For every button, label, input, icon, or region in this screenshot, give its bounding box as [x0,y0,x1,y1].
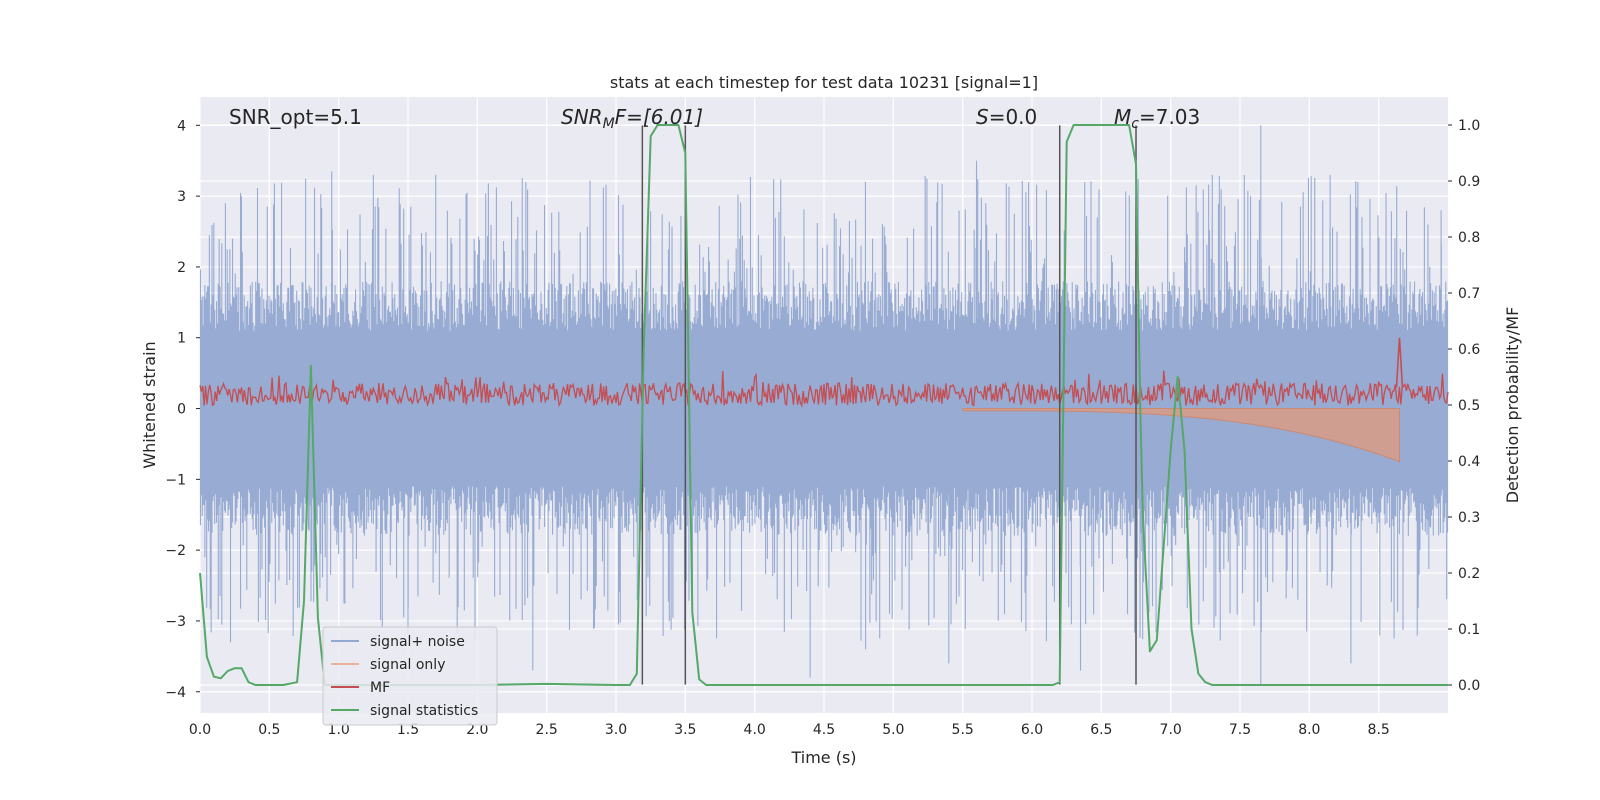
x-tick-label: 0.5 [258,722,280,738]
x-tick-label: 1.0 [328,722,350,738]
y-right-tick-label: 0.7 [1458,286,1480,302]
signal-statistics-series [199,124,1448,686]
signal-statistics-line [199,124,1448,686]
signal-only-chirp [962,408,1400,463]
legend: signal+ noise signal only MF signal stat… [322,626,498,726]
y-right-tick-label: 0.4 [1458,454,1480,470]
y-left-tick-label: −1 [165,472,186,488]
x-tick-label: 8.5 [1368,722,1390,738]
y-left-tick-label: 2 [177,260,186,276]
x-tick-label: 5.0 [882,722,904,738]
legend-label-signal-only: signal only [370,657,445,673]
y-right-tick-label: 0.2 [1458,566,1480,582]
annotation-s: S=0.0 [976,105,1037,129]
y-right-tick-label: 0.1 [1458,622,1480,638]
y-left-tick-label: −3 [165,614,186,630]
y-right-tick-label: 0.5 [1458,398,1480,414]
y-left-tick-labels: 4 3 2 1 0 −1 −2 −3 −4 [165,118,200,701]
legend-label-mf: MF [370,680,390,696]
x-tick-label: 4.0 [744,722,766,738]
x-axis-label: Time (s) [790,748,856,767]
y-left-tick-label: −4 [165,685,186,701]
x-tick-label: 0.0 [189,722,211,738]
y-right-tick-labels: 1.0 0.9 0.8 0.7 0.6 0.5 0.4 0.3 0.2 0.1 0.0 [1448,118,1480,694]
y-right-tick-label: 0.0 [1458,678,1480,694]
x-tick-labels: 0.0 0.5 1.0 1.5 2.0 2.5 3.0 3.5 4.0 4.5 5.0 5.5 6.0 6… [189,722,1390,738]
x-tick-label: 4.5 [813,722,835,738]
legend-label-signal-statistics: signal statistics [370,703,478,719]
y-right-tick-label: 0.9 [1458,174,1480,190]
x-tick-label: 3.0 [605,722,627,738]
x-tick-label: 6.5 [1090,722,1112,738]
y-right-tick-label: 1.0 [1458,118,1480,134]
x-tick-label: 7.0 [1160,722,1182,738]
x-tick-label: 2.5 [536,722,558,738]
mf-series [199,337,1449,408]
x-tick-label: 1.5 [397,722,419,738]
legend-label-signal-noise: signal+ noise [370,634,465,650]
signal-only-series [962,408,1400,463]
y-left-tick-label: 0 [177,402,186,418]
legend-box [322,626,498,726]
y-right-tick-label: 0.8 [1458,230,1480,246]
annotation-snr-opt: SNR_opt=5.1 [229,105,362,129]
y-left-tick-label: −2 [165,543,186,559]
y-right-tick-label: 0.3 [1458,510,1480,526]
annotation-snr-mf: SNRMF=[6.01] [561,105,703,132]
annotation-mc: Mc=7.03 [1114,105,1200,132]
chart-title: stats at each timestep for test data 102… [610,73,1038,92]
x-tick-label: 6.0 [1021,722,1043,738]
y-left-tick-label: 4 [177,118,186,134]
mf-line [199,370,1449,408]
x-tick-label: 2.0 [466,722,488,738]
y-left-tick-label: 1 [177,331,186,347]
x-tick-label: 5.5 [952,722,974,738]
y-left-tick-label: 3 [177,189,186,205]
y-right-axis-label: Detection probability/MF [1503,307,1522,504]
mf-spike [1395,337,1404,388]
y-right-tick-label: 0.6 [1458,342,1480,358]
x-tick-label: 3.5 [674,722,696,738]
x-tick-label: 8.0 [1298,722,1320,738]
x-tick-label: 7.5 [1229,722,1251,738]
y-left-axis-label: Whitened strain [140,341,159,468]
